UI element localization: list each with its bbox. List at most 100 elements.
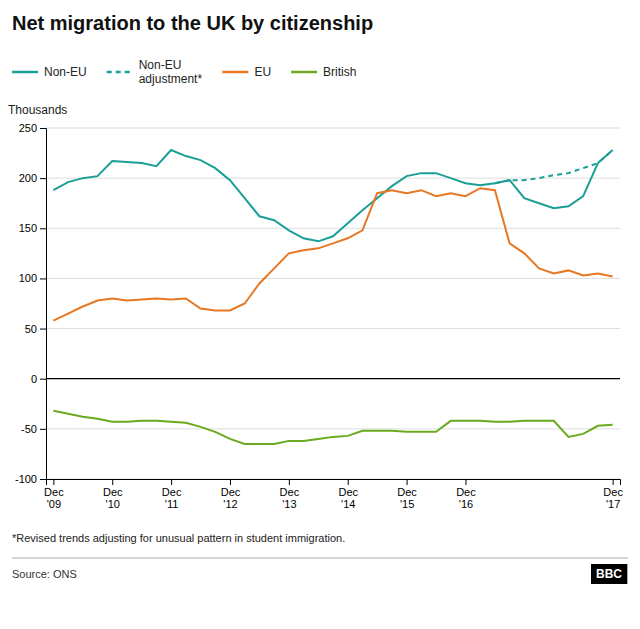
- y-tick: 250: [19, 122, 46, 134]
- y-tick-mark: [40, 479, 46, 480]
- x-tick: Dec'13: [280, 479, 300, 510]
- x-tick-label: Dec'15: [397, 486, 417, 511]
- text-line: '10: [106, 498, 120, 510]
- legend-swatch: [12, 71, 38, 74]
- x-tick: Dec'12: [221, 479, 241, 510]
- text-line: '14: [341, 498, 355, 510]
- title: Net migration to the UK by citizenship: [12, 12, 373, 34]
- y-tick-label: 100: [19, 272, 37, 284]
- y-tick-label: 0: [31, 373, 37, 385]
- legend-label: Non-EU: [44, 65, 87, 79]
- text-line: Dec: [221, 486, 241, 498]
- y-tick: -50: [21, 423, 46, 435]
- x-tick-mark: [348, 479, 349, 485]
- text-line: '12: [223, 498, 237, 510]
- lines: [53, 150, 612, 444]
- y-axis-line: [40, 129, 47, 480]
- x-tick: Dec'16: [456, 479, 476, 510]
- x-axis: Dec'09Dec'10Dec'11Dec'12Dec'13Dec'14Dec'…: [44, 479, 623, 510]
- y-tick-label: -100: [15, 473, 37, 485]
- y-tick-mark: [40, 429, 46, 430]
- y-tick-mark: [40, 128, 46, 129]
- legend: Non-EUNon-EUadjustment*EUBritish: [12, 58, 356, 86]
- legend-item: Non-EUadjustment*: [107, 58, 203, 86]
- text-line: Dec: [397, 486, 417, 498]
- x-tick: Dec'14: [338, 479, 358, 510]
- y-tick: 150: [19, 222, 46, 234]
- legend-swatch: [222, 71, 248, 74]
- text-line: adjustment*: [139, 72, 203, 86]
- y-tick-label: 200: [19, 172, 37, 184]
- x-tick: Dec'10: [103, 479, 123, 510]
- x-tick-label: Dec'11: [162, 486, 182, 511]
- y-tick-label: 150: [19, 222, 37, 234]
- grid-line: [46, 128, 620, 129]
- text-line: '15: [400, 498, 414, 510]
- x-tick-mark: [465, 479, 466, 485]
- text-line: '17: [606, 498, 620, 510]
- text-line: Non-EU: [139, 58, 182, 72]
- text-line: '13: [282, 498, 296, 510]
- y-tick-mark: [40, 228, 46, 229]
- plot: -100-50050100150200250Dec'09Dec'10Dec'11…: [15, 122, 623, 510]
- grid-line: [46, 278, 620, 279]
- y-tick-mark: [40, 379, 46, 380]
- y-tick-mark: [40, 329, 46, 330]
- x-tick-mark: [230, 479, 231, 485]
- y-tick-label: 50: [25, 323, 37, 335]
- x-tick: Dec'11: [162, 479, 182, 510]
- x-tick-mark: [53, 479, 54, 485]
- y-axis-title: Thousands: [8, 103, 67, 117]
- grid-line: [46, 428, 620, 429]
- y-tick-mark: [40, 278, 46, 279]
- chart-svg: Net migration to the UK by citizenship -1…: [0, 0, 640, 629]
- series-line: [495, 150, 613, 183]
- x-tick-mark: [407, 479, 408, 485]
- series-line: [53, 411, 612, 444]
- text-line: Dec: [44, 486, 64, 498]
- legend-item: British: [291, 65, 356, 79]
- x-tick-label: Dec'13: [280, 486, 300, 511]
- legend-swatch: [291, 71, 317, 74]
- series-line: [53, 150, 612, 241]
- y-tick-label: -50: [21, 423, 37, 435]
- y-tick: -100: [15, 473, 46, 485]
- logo: BBC: [591, 564, 627, 584]
- grid-line: [46, 328, 620, 329]
- text-line: '09: [47, 498, 61, 510]
- y-tick: 100: [19, 272, 46, 284]
- text-line: '11: [165, 498, 179, 510]
- y-tick: 50: [25, 323, 46, 335]
- y-tick-mark: [40, 178, 46, 179]
- x-tick-label: Dec'12: [221, 486, 241, 511]
- grid-line: [46, 228, 620, 229]
- legend-label: Non-EUadjustment*: [139, 58, 203, 86]
- text-line: Non-EU: [44, 65, 87, 79]
- text-line: Dec: [338, 486, 358, 498]
- legend-label: EU: [254, 65, 271, 79]
- y-tick-label: 250: [19, 122, 37, 134]
- source: Source: ONS: [12, 568, 77, 580]
- y-axis: -100 -50 0 50 100 150 200 250: [15, 122, 47, 485]
- x-tick: Dec'15: [397, 479, 417, 510]
- x-tick-label: Dec'14: [338, 486, 358, 511]
- x-tick-mark: [171, 479, 172, 485]
- text-line: Dec: [103, 486, 123, 498]
- grid: [46, 128, 620, 479]
- text-line: Dec: [603, 486, 623, 498]
- logo-text: BBC: [596, 567, 622, 581]
- text-line: British: [323, 65, 356, 79]
- legend-swatch: [107, 71, 133, 74]
- x-tick-mark: [289, 479, 290, 485]
- text-line: EU: [254, 65, 271, 79]
- text-line: '16: [459, 498, 473, 510]
- x-tick-label: Dec'17: [603, 486, 623, 511]
- x-tick-mark: [613, 479, 614, 485]
- x-tick-label: Dec'16: [456, 486, 476, 511]
- text-line: Dec: [162, 486, 182, 498]
- x-tick-label: Dec'09: [44, 486, 64, 511]
- legend-label: British: [323, 65, 356, 79]
- x-axis-line: [47, 480, 621, 486]
- separator: [12, 558, 628, 559]
- footnote: *Revised trends adjusting for unusual pa…: [12, 532, 345, 544]
